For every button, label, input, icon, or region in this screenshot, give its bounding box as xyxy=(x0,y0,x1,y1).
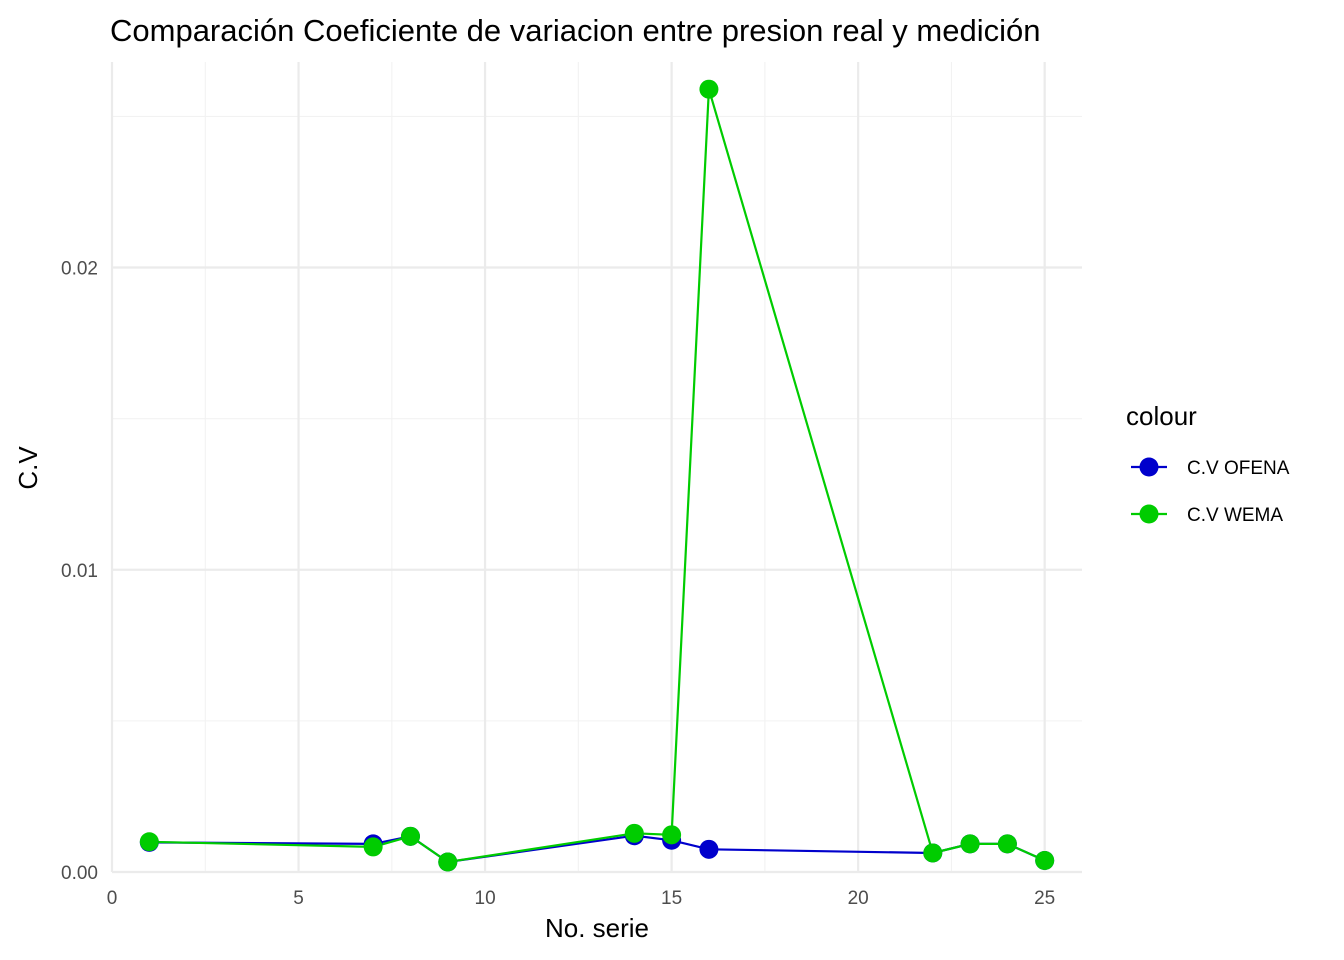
legend-label: C.V WEMA xyxy=(1187,505,1283,526)
y-axis-title: C.V xyxy=(13,446,43,490)
data-point xyxy=(1035,851,1055,871)
x-tick-label: 25 xyxy=(1034,888,1055,909)
y-tick-label: 0.02 xyxy=(61,259,98,280)
y-tick-label: 0.00 xyxy=(61,863,98,884)
series-2-points xyxy=(139,79,1055,872)
series-1-points xyxy=(139,826,1055,872)
x-tick-label: 0 xyxy=(107,888,118,909)
legend-title: colour xyxy=(1126,401,1197,431)
x-axis-ticks: 0 5 10 15 20 25 xyxy=(107,888,1056,909)
x-tick-label: 15 xyxy=(661,888,682,909)
legend: colour C.V OFENA C.V WEMA xyxy=(1126,401,1290,526)
series-layer xyxy=(139,79,1055,872)
data-point xyxy=(363,837,383,857)
data-point xyxy=(139,832,159,852)
data-point xyxy=(662,825,682,845)
legend-marker xyxy=(1139,504,1159,524)
plot-grid xyxy=(110,62,1082,874)
data-point xyxy=(923,843,943,863)
data-point xyxy=(997,834,1017,854)
x-tick-label: 20 xyxy=(848,888,869,909)
legend-item: C.V WEMA xyxy=(1131,504,1283,526)
x-axis-title: No. serie xyxy=(545,913,649,943)
y-axis-ticks: 0.00 0.01 0.02 xyxy=(61,259,98,884)
data-point xyxy=(400,826,420,846)
y-tick-label: 0.01 xyxy=(61,561,98,582)
data-point xyxy=(699,79,719,99)
data-point xyxy=(699,839,719,859)
x-tick-label: 10 xyxy=(475,888,496,909)
series-2 xyxy=(149,88,1046,864)
x-tick-label: 5 xyxy=(293,888,304,909)
chart-title: Comparación Coeficiente de variacion ent… xyxy=(110,13,1040,48)
data-point xyxy=(624,823,644,843)
data-point xyxy=(960,834,980,854)
series-line xyxy=(149,88,1046,864)
legend-label: C.V OFENA xyxy=(1187,458,1290,479)
data-point xyxy=(438,852,458,872)
legend-items: C.V OFENA C.V WEMA xyxy=(1131,457,1290,526)
legend-marker xyxy=(1139,457,1159,477)
legend-item: C.V OFENA xyxy=(1131,457,1290,479)
